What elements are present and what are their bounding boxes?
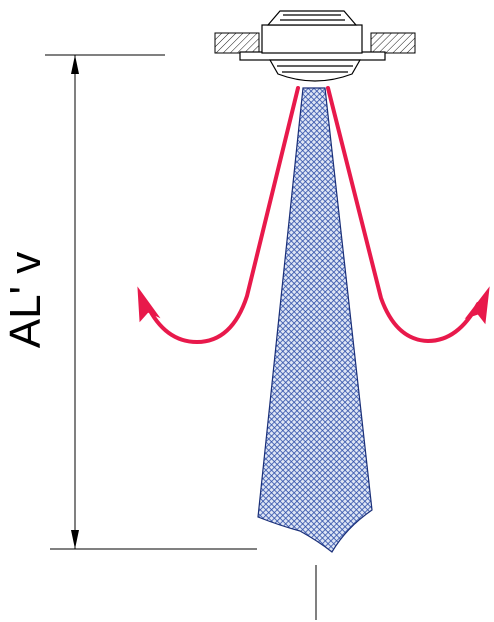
airflow-arrowheads: [137, 286, 490, 325]
airflow-arrow-left: [145, 86, 300, 345]
airflow-arrows: [145, 86, 480, 345]
ceiling-slab-right: [370, 32, 416, 54]
dimension-label: AL' v: [1, 252, 50, 348]
airflow-arrow-right: [326, 86, 480, 344]
dimension-lines: [45, 54, 317, 620]
dimension-arrow-down-icon: [71, 530, 79, 549]
ceiling-slab: [214, 32, 416, 54]
dimension-arrow-up-icon: [71, 55, 79, 74]
airflow-arrow-icon: [137, 286, 161, 323]
airflow-arrow-icon: [464, 286, 490, 325]
ceiling-slab-left: [214, 32, 260, 54]
dimension-arrowheads: [71, 55, 79, 549]
air-throw-pattern: [257, 87, 373, 553]
ceiling-diffuser-icon: [239, 10, 386, 82]
